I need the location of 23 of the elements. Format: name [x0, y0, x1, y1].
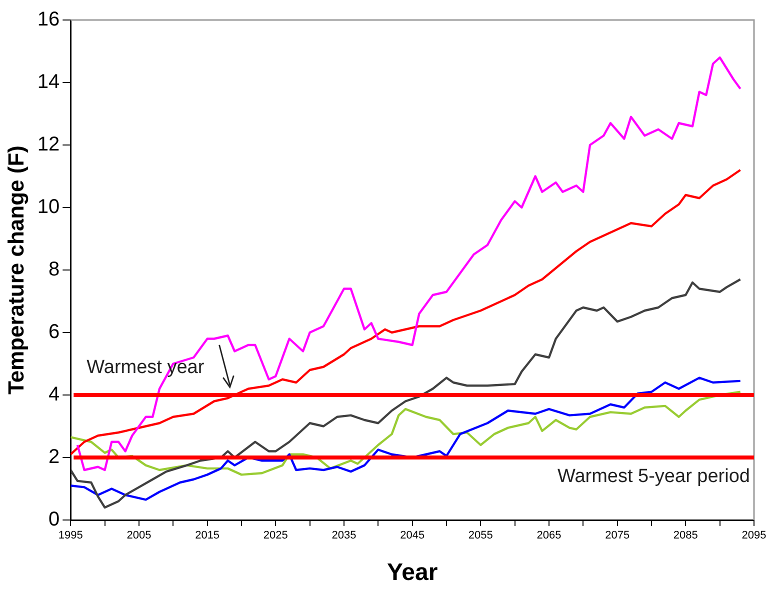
x-tick-label: 2055: [468, 530, 493, 542]
x-tick-label: 2035: [332, 530, 356, 542]
y-tick-label: 8: [48, 258, 60, 281]
x-tick-label: 2015: [195, 530, 220, 542]
y-tick-label: 2: [48, 446, 60, 468]
x-tick-label: 1995: [58, 530, 83, 542]
y-tick-label: 16: [37, 8, 60, 31]
y-tick-label: 10: [37, 196, 60, 218]
x-tick-label: 2045: [400, 530, 425, 542]
y-tick-label: 12: [37, 134, 60, 156]
y-tick-label: 6: [48, 321, 60, 344]
x-tick-label: 2065: [536, 530, 562, 542]
x-tick-label: 2005: [126, 530, 152, 542]
x-tick-label: 2025: [263, 530, 288, 542]
x-tick-label: 2075: [605, 530, 630, 542]
x-tick-label: 2095: [742, 530, 766, 542]
ref-line-label: Warmest 5-year period: [557, 466, 750, 488]
y-axis-title: Temperature change (F): [3, 146, 28, 394]
y-tick-label: 0: [48, 508, 60, 531]
y-tick-label: 4: [48, 384, 60, 406]
x-axis-title: Year: [386, 559, 438, 586]
y-tick-label: 14: [37, 71, 60, 94]
x-tick-label: 2085: [673, 530, 698, 542]
